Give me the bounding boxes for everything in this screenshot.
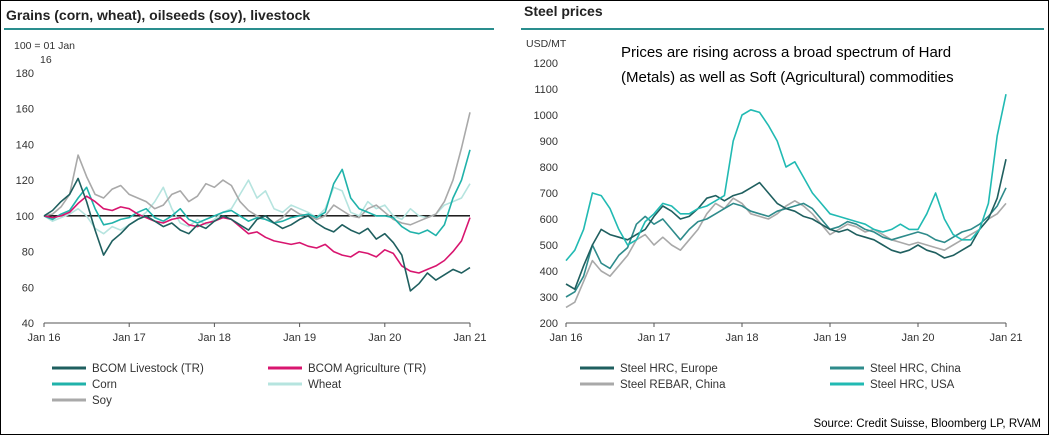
right-legend: Steel HRC, Europe Steel HRC, China Steel R…	[580, 363, 961, 391]
left-unit-label-line2: 16	[40, 54, 52, 66]
x-tick-label: Jan 17	[637, 332, 670, 344]
y-tick-label: 160	[16, 104, 34, 116]
x-tick-label: Jan 16	[549, 332, 582, 344]
legend-label-bcom-agriculture-tr: BCOM Agriculture (TR)	[308, 363, 426, 375]
y-tick-label: 600	[540, 214, 558, 226]
x-tick-label: Jan 18	[725, 332, 758, 344]
x-tick-label: Jan 20	[368, 332, 401, 344]
legend-label-steel-hrc-europe: Steel HRC, Europe	[620, 363, 718, 375]
y-tick-label: 100	[16, 211, 34, 223]
legend-label-steel-hrc-usa: Steel HRC, USA	[870, 379, 955, 391]
series-line-steel-hrc-usa	[565, 94, 1007, 262]
y-tick-label: 80	[22, 247, 34, 259]
series-line-wheat	[43, 179, 471, 235]
legend-label-steel-hrc-china: Steel HRC, China	[870, 363, 961, 375]
series-line-corn	[43, 149, 471, 237]
right-chart-title: Steel prices	[524, 3, 603, 19]
series-line-steel-rebar-china	[565, 197, 1007, 309]
y-tick-label: 700	[540, 188, 558, 200]
x-tick-label: Jan 18	[198, 332, 231, 344]
legend-label-steel-rebar-china: Steel REBAR, China	[620, 379, 726, 391]
x-tick-label: Jan 16	[27, 332, 60, 344]
series-line-bcom-livestock-tr	[43, 177, 471, 292]
y-tick-label: 60	[22, 282, 34, 294]
legend-label-wheat: Wheat	[308, 379, 342, 391]
series-line-soy	[43, 112, 471, 226]
y-tick-label: 500	[540, 240, 558, 252]
x-tick-label: Jan 20	[901, 332, 934, 344]
left-plot-area: 40 60 80 100 120 140 160 180 Jan 16 Jan 17 Jan 18 J…	[16, 68, 487, 344]
x-tick-label: Jan 17	[113, 332, 146, 344]
right-plot-area: 200 300 400 500 600 700 800 900 1000 1100 1200 Jan …	[534, 58, 1023, 344]
y-tick-label: 400	[540, 266, 558, 278]
y-tick-label: 180	[16, 68, 34, 80]
y-tick-label: 300	[540, 292, 558, 304]
y-tick-label: 1100	[534, 84, 558, 96]
legend-label-corn: Corn	[92, 379, 117, 391]
legend-label-bcom-livestock-tr: BCOM Livestock (TR)	[92, 363, 204, 375]
y-tick-label: 900	[540, 136, 558, 148]
left-unit-label-line1: 100 = 01 Jan	[14, 40, 75, 52]
annotation-line1: Prices are rising across a broad spectru…	[621, 44, 951, 61]
legend-label-soy: Soy	[92, 395, 112, 407]
y-tick-label: 40	[22, 318, 34, 330]
left-chart-title: Grains (corn, wheat), oilseeds (soy), li…	[6, 7, 310, 23]
x-tick-label: Jan 19	[283, 332, 316, 344]
x-tick-label: Jan 19	[813, 332, 846, 344]
y-tick-label: 200	[540, 318, 558, 330]
y-tick-label: 120	[16, 175, 34, 187]
source-note: Source: Credit Suisse, Bloomberg LP, RVA…	[813, 418, 1041, 430]
x-tick-label: Jan 21	[453, 332, 486, 344]
y-tick-label: 1000	[534, 110, 558, 122]
y-tick-label: 800	[540, 162, 558, 174]
series-line-bcom-agriculture-tr	[43, 195, 471, 274]
right-unit-label: USD/MT	[526, 38, 567, 50]
series-line-steel-hrc-europe	[565, 159, 1007, 291]
x-tick-label: Jan 21	[989, 332, 1022, 344]
left-legend: BCOM Livestock (TR) BCOM Agriculture (TR)…	[52, 363, 426, 407]
annotation-line2: (Metals) as well as Soft (Agricultural) …	[621, 69, 954, 86]
y-tick-label: 140	[16, 139, 34, 151]
y-tick-label: 1200	[534, 58, 558, 70]
